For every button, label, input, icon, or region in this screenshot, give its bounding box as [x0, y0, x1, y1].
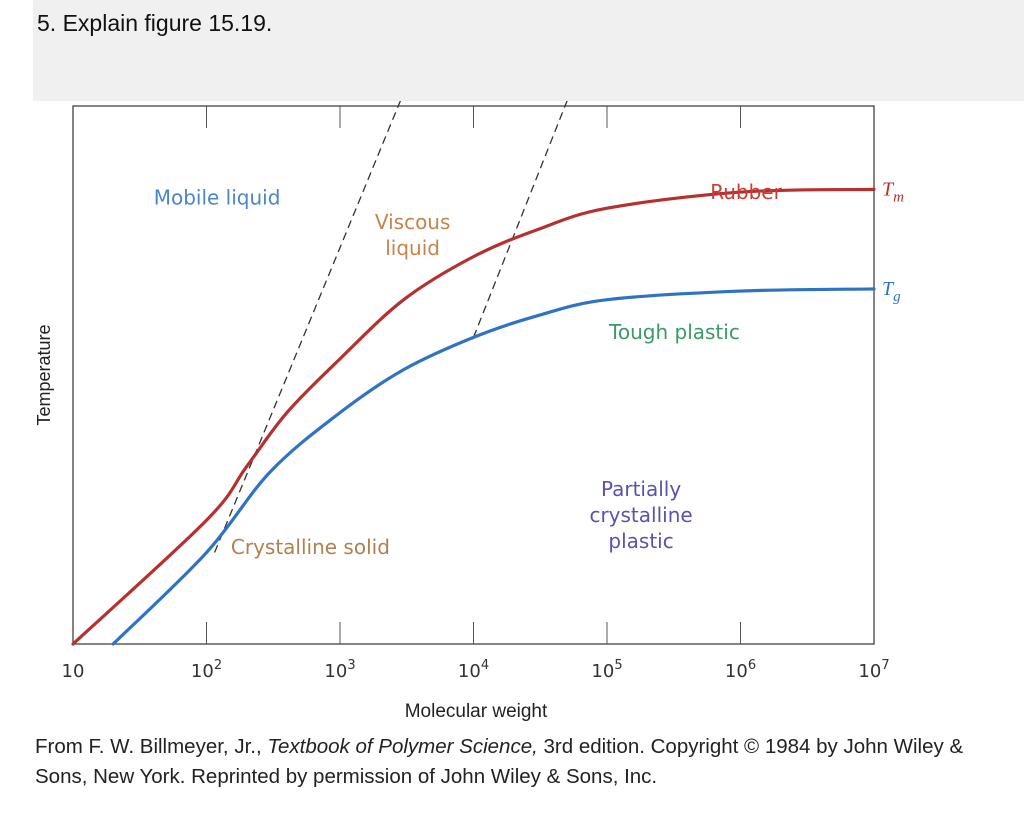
- x-tick-label: 106: [725, 658, 756, 682]
- figure-caption: From F. W. Billmeyer, Jr., Textbook of P…: [35, 732, 995, 792]
- series-label-tg: Tg: [882, 278, 901, 305]
- caption-part1: From F. W. Billmeyer, Jr.,: [35, 735, 268, 758]
- dashed-boundary-line: [214, 101, 402, 553]
- question-text: 5. Explain figure 15.19.: [37, 10, 273, 36]
- x-axis-label: Molecular weight: [405, 701, 548, 722]
- region-label: Viscous liquid: [375, 210, 451, 260]
- y-axis-label: Temperature: [34, 324, 54, 425]
- region-label: Mobile liquid: [154, 185, 281, 209]
- x-tick-label: 10: [62, 661, 85, 682]
- x-tick-label: 107: [858, 658, 889, 682]
- tick-marks: [206, 106, 741, 644]
- dashed-boundaries: [214, 101, 568, 553]
- x-tick-label: 104: [458, 658, 489, 682]
- region-label: Crystalline solid: [231, 535, 390, 559]
- question-box: 5. Explain figure 15.19.: [33, 0, 1024, 101]
- x-tick-label: 103: [324, 658, 355, 682]
- region-labels: Mobile liquid Viscous liquid Rubber Tough pl…: [154, 180, 783, 559]
- x-tick-label: 105: [591, 658, 622, 682]
- region-label: Rubber: [710, 180, 782, 204]
- caption-part2: 3rd edition. Copyright © 1984 by John Wi…: [35, 735, 964, 788]
- region-label: Partially crystalline plastic: [589, 477, 692, 553]
- region-label: Tough plastic: [608, 320, 740, 344]
- curve-tm: [71, 187, 876, 646]
- caption-book-title: Textbook of Polymer Science,: [267, 735, 538, 758]
- temperature-curves: [71, 187, 876, 646]
- phase-diagram-chart: 10 102 103 104 105 106 107 Mobile liquid Viscou…: [34, 101, 904, 722]
- series-labels: Tm Tg: [882, 178, 904, 305]
- series-label-tm: Tm: [882, 178, 904, 205]
- curve-tg: [111, 287, 876, 646]
- x-tick-label: 102: [191, 658, 222, 682]
- x-tick-labels: 10 102 103 104 105 106 107: [62, 658, 890, 682]
